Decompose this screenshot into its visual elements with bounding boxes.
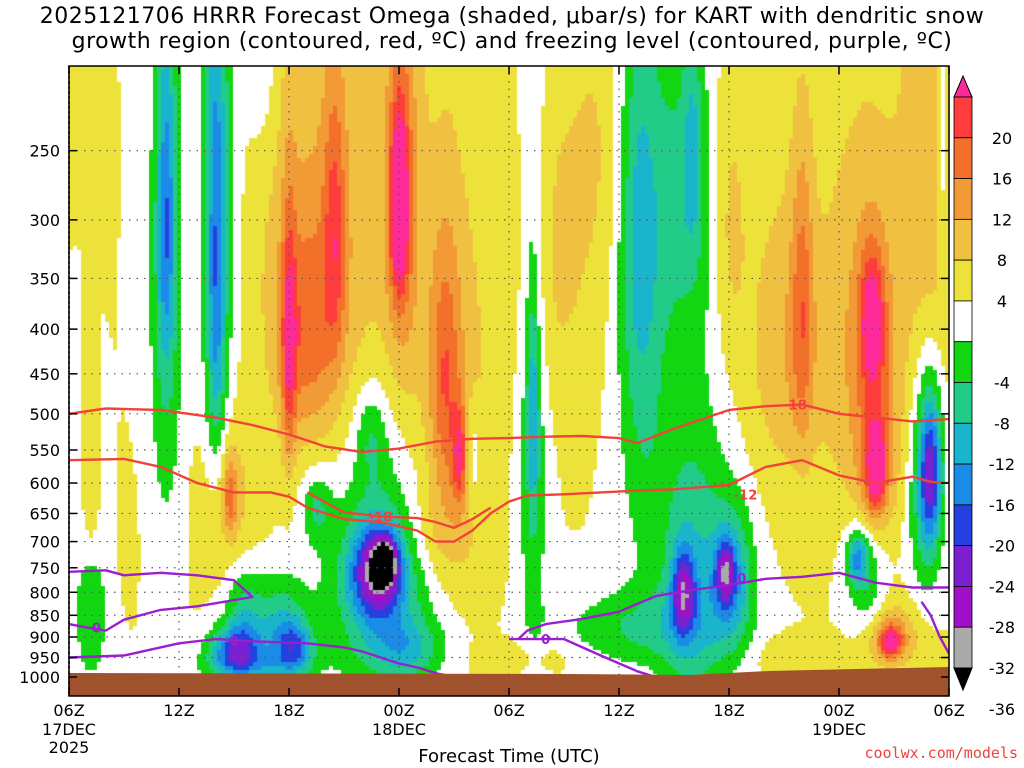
x-tick-date-label: 17DEC	[42, 720, 96, 739]
colorbar-bottom-triangle	[953, 667, 973, 692]
y-tick-label: 350	[29, 269, 60, 288]
x-tick-label: 06Z	[53, 701, 84, 720]
freezing-level-bottom-right-contour	[509, 637, 657, 679]
freezing-level-right-contour	[517, 571, 949, 640]
freezing-level-lower-contour	[69, 637, 455, 679]
colorbar-bin	[953, 382, 973, 424]
colorbar-bin	[953, 586, 973, 628]
dgz-top-minus-18-contour	[69, 403, 949, 454]
y-tick-label: 800	[29, 583, 60, 602]
colorbar-bin	[953, 545, 973, 587]
y-tick-label: 500	[29, 405, 60, 424]
x-tick-label: 18Z	[273, 701, 304, 720]
colorbar-label: -24	[989, 577, 1015, 596]
contour-label: 0	[541, 633, 550, 648]
colorbar-label: -36	[989, 700, 1015, 719]
colorbar-label: -12	[989, 455, 1015, 474]
colorbar-label: 16	[992, 170, 1012, 189]
colorbar-bin	[953, 422, 973, 465]
y-tick-label: 250	[29, 142, 60, 161]
contour-label: 0	[737, 572, 746, 587]
colorbar-bin	[953, 259, 973, 302]
x-tick-label: 00Z	[823, 701, 854, 720]
y-tick-label: 900	[29, 628, 60, 647]
freezing-level-upper-contour	[69, 569, 254, 632]
x-tick-label: 00Z	[383, 701, 414, 720]
x-tick-label: 18Z	[713, 701, 744, 720]
colorbar-bin	[953, 178, 973, 220]
y-tick-label: 750	[29, 559, 60, 578]
y-tick-label: 950	[29, 649, 60, 668]
colorbar-label: -32	[989, 659, 1015, 678]
colorbar-bin	[953, 300, 973, 343]
y-tick-label: 400	[29, 320, 60, 339]
contour-label: -18	[783, 399, 807, 414]
colorbar-bin	[953, 137, 973, 179]
credit-link[interactable]: coolwx.com/models	[864, 744, 1018, 762]
colorbar-label: -28	[989, 618, 1015, 637]
colorbar-bin	[953, 504, 973, 547]
colorbar-label: 4	[997, 292, 1007, 311]
colorbar: 20 16 12 8 4 -4 -8 -12 -16 -20 -24 -28 -32 -36	[953, 74, 1015, 719]
dgz-lower-minus-18-contour	[306, 491, 492, 529]
colorbar-label: 12	[992, 210, 1012, 229]
y-tick-label: 450	[29, 365, 60, 384]
x-axis-title: Forecast Time (UTC)	[418, 746, 599, 767]
colorbar-bin	[953, 96, 973, 139]
dgz-bottom-minus-12-contour	[69, 457, 949, 543]
grid-lines	[69, 66, 949, 696]
y-tick-label: 300	[29, 211, 60, 230]
colorbar-label: -20	[989, 537, 1015, 556]
colorbar-bin	[953, 463, 973, 506]
colorbar-label: -4	[994, 374, 1010, 393]
y-tick-label: 600	[29, 474, 60, 493]
colorbar-bin	[953, 218, 973, 261]
x-tick-year-label: 2025	[49, 738, 90, 757]
chart-title: 2025121706 HRRR Forecast Omega (shaded, …	[0, 4, 1024, 54]
contour-label: 0	[229, 634, 238, 649]
colorbar-label: 20	[992, 129, 1012, 148]
colorbar-bin	[953, 626, 973, 669]
chart-title-line-2: growth region (contoured, red, ºC) and f…	[71, 29, 953, 54]
contour-label: 0	[92, 622, 101, 637]
x-tick-label: 12Z	[163, 701, 194, 720]
colorbar-label: -8	[994, 414, 1010, 433]
chart-title-line-1: 2025121706 HRRR Forecast Omega (shaded, …	[39, 4, 985, 29]
contour-label: -12	[734, 488, 758, 503]
colorbar-bin	[953, 341, 973, 383]
y-tick-label: 1000	[19, 668, 60, 687]
colorbar-top-triangle	[953, 74, 973, 98]
y-tick-label: 850	[29, 606, 60, 625]
y-tick-label: 700	[29, 533, 60, 552]
x-tick-date-label: 18DEC	[372, 720, 426, 739]
y-tick-label: 550	[29, 441, 60, 460]
freezing-level-far-right-contour	[920, 601, 949, 655]
x-tick-date-label: 19DEC	[812, 720, 866, 739]
x-tick-label: 06Z	[493, 701, 524, 720]
y-tick-label: 650	[29, 504, 60, 523]
colorbar-label: 8	[997, 251, 1007, 270]
colorbar-label: -16	[989, 496, 1015, 515]
contour-label: -18	[369, 510, 393, 525]
contour-lines: -18 -12 -18 0 0 0 0	[69, 399, 949, 679]
x-tick-label: 12Z	[603, 701, 634, 720]
x-tick-label: 06Z	[933, 701, 964, 720]
axes: 250 300 350 400 450 500 550 600 650 700 750 800 850 9…	[19, 66, 965, 757]
